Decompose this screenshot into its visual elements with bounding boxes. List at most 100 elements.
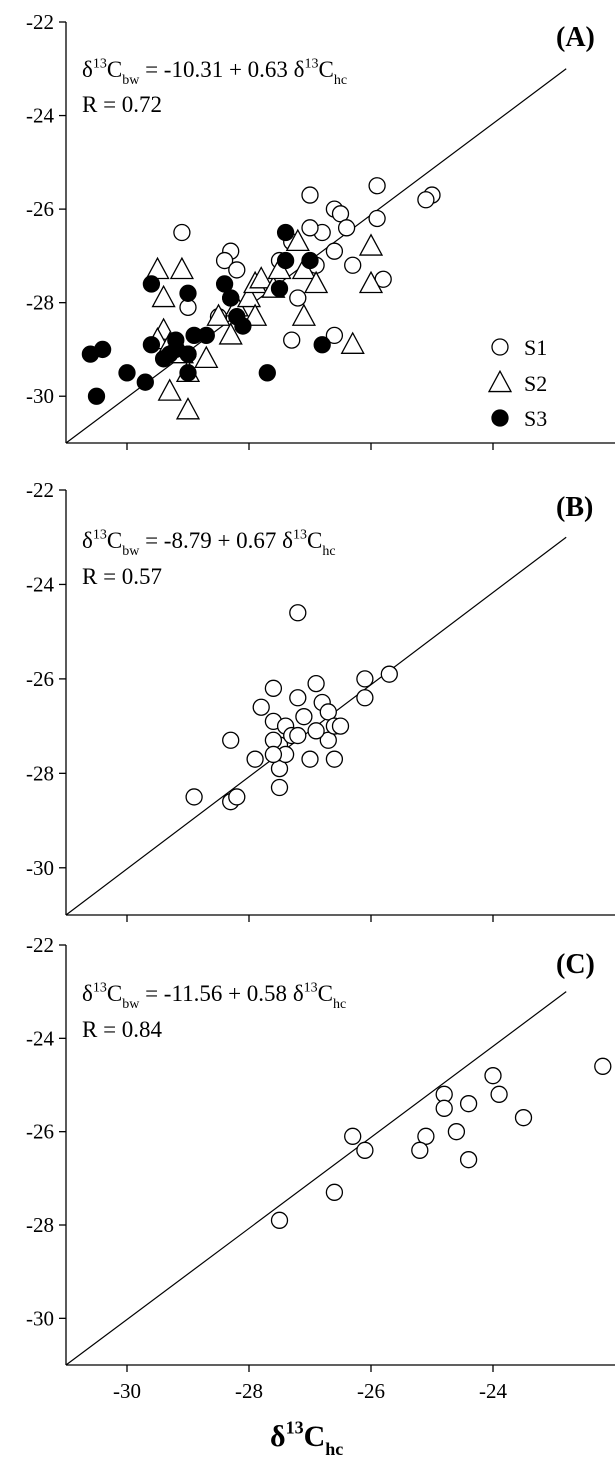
data-point-s3 (276, 223, 295, 242)
data-point-s2 (358, 270, 384, 294)
data-point-s1 (435, 1099, 453, 1117)
panel-b-label: (B) (556, 492, 593, 523)
data-point-s1 (289, 604, 307, 622)
data-point-s1 (301, 750, 319, 768)
data-point-s2 (175, 397, 201, 420)
data-point-s1 (447, 1123, 466, 1141)
data-point-s1 (270, 1211, 289, 1229)
x-tick-label: -28 (235, 1379, 263, 1403)
y-tick-label: -22 (26, 933, 54, 957)
data-point-s3 (118, 364, 136, 382)
data-point-s1 (215, 251, 234, 270)
data-point-s1 (283, 331, 301, 349)
x-tick-label: -30 (113, 1379, 141, 1403)
panel-c: -22 -24 -26 -28 -30 -30 -28 -26 -24 (C) δ13Cbw =… (26, 933, 615, 1459)
data-point-s3 (136, 373, 154, 391)
data-point-s1 (295, 708, 313, 726)
data-point-s3 (142, 336, 161, 354)
y-tick-label: -26 (26, 197, 54, 221)
data-point-s1 (325, 750, 344, 768)
data-point-s2 (285, 228, 310, 252)
data-point-s1 (325, 326, 344, 345)
data-point-s1 (185, 788, 203, 806)
legend-marker-s2 (487, 369, 513, 393)
data-point-s1 (325, 242, 344, 260)
data-point-s3 (222, 289, 240, 307)
data-point-s1 (356, 1141, 374, 1159)
panel-a-r-value: R = 0.72 (82, 92, 162, 117)
y-tick-label: -26 (26, 1120, 54, 1144)
y-tick-label: -30 (26, 1306, 54, 1330)
legend-item-s1: S1 (491, 335, 547, 360)
data-point-s2 (304, 270, 329, 294)
panel-a-label: (A) (556, 22, 595, 53)
data-point-s2 (243, 303, 268, 326)
data-point-s1 (319, 731, 337, 749)
data-point-s1 (459, 1095, 478, 1113)
y-tick-label: -22 (26, 10, 54, 34)
data-point-s1 (264, 679, 283, 697)
data-point-s1 (301, 186, 319, 204)
y-tick-label: -30 (26, 856, 54, 880)
data-point-s1 (270, 778, 289, 797)
data-point-s3 (93, 340, 112, 359)
data-point-s2 (157, 378, 182, 401)
data-point-s1 (252, 698, 270, 716)
data-point-s3 (197, 326, 215, 345)
data-point-s1 (356, 689, 374, 707)
data-point-s3 (313, 336, 331, 354)
data-point-s1 (228, 788, 246, 806)
panel-c-r-value: R = 0.84 (82, 1017, 163, 1042)
y-tick-label: -24 (26, 572, 54, 596)
regression-line (65, 991, 567, 1366)
data-point-s1 (173, 223, 191, 242)
data-point-s3 (276, 251, 295, 270)
data-point-s3 (167, 331, 185, 349)
data-point-s1 (301, 219, 319, 237)
data-point-s3 (270, 279, 289, 298)
x-axis-label: δ13Chc (270, 1417, 343, 1459)
legend-item-s2: S2 (487, 369, 547, 396)
data-point-s2 (249, 266, 274, 289)
y-tick-label: -30 (26, 384, 54, 408)
legend-label-s1: S1 (524, 335, 547, 360)
panel-a: -22 -24 -26 -28 -30 (A) δ13Cbw = -10.31 + 0.… (26, 10, 615, 450)
data-point-s3 (234, 317, 252, 335)
data-point-s1 (356, 670, 374, 688)
data-point-s1 (325, 1183, 344, 1201)
data-point-s2 (145, 256, 170, 280)
data-point-s1 (380, 665, 398, 683)
data-point-s1 (289, 289, 307, 307)
data-point-s1 (411, 1141, 429, 1159)
data-point-s2 (194, 345, 219, 369)
data-point-s1 (594, 1057, 612, 1075)
data-point-s1 (490, 1085, 508, 1103)
legend-marker-s1 (491, 338, 509, 356)
data-point-s1 (484, 1067, 502, 1085)
y-tick-label: -28 (26, 761, 54, 785)
data-point-s1 (307, 722, 325, 740)
legend-label-s3: S3 (524, 406, 547, 431)
legend: S1 S2 S3 (487, 335, 547, 431)
data-point-s1 (228, 261, 246, 279)
y-tick-label: -28 (26, 291, 54, 315)
data-point-s2 (236, 284, 262, 308)
data-point-s3 (258, 364, 276, 382)
data-point-s3 (301, 251, 319, 270)
y-tick-label: -22 (26, 478, 54, 502)
data-point-s2 (218, 322, 243, 345)
x-tick-label: -24 (479, 1379, 507, 1403)
data-point-s3 (179, 345, 197, 363)
data-point-s2 (151, 284, 176, 308)
legend-item-s3: S3 (491, 406, 547, 431)
data-point-s1 (289, 726, 307, 745)
data-point-s1 (289, 689, 307, 707)
data-point-s1 (270, 759, 289, 778)
data-point-s1 (222, 731, 240, 749)
legend-marker-s3 (491, 409, 509, 427)
data-point-s1 (264, 745, 283, 764)
data-point-s1 (344, 1127, 362, 1145)
y-tick-label: -24 (26, 1026, 54, 1050)
data-point-s1 (417, 191, 435, 209)
data-point-s2 (169, 256, 194, 280)
